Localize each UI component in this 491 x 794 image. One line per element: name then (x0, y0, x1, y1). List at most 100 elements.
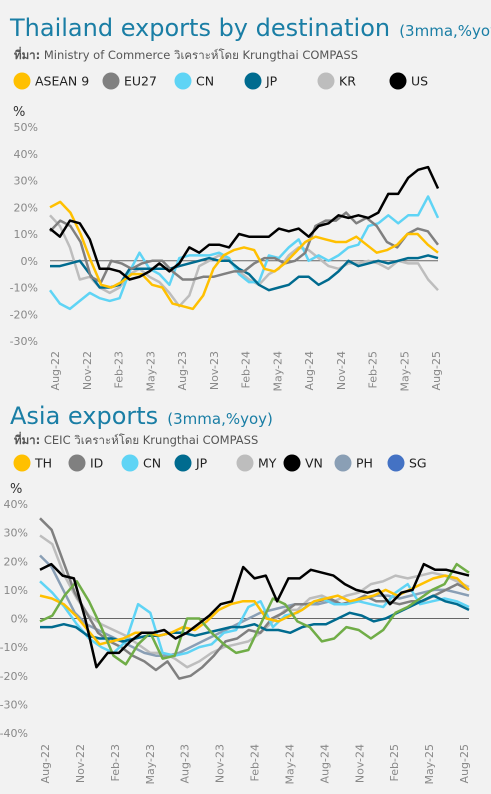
chart2-y-tick-label: -20% (0, 670, 28, 683)
chart2-x-tick-label: Aug-23 (179, 744, 192, 783)
chart2-x-tick-label: Aug-24 (318, 744, 331, 783)
chart1-y-tick-label: -30% (10, 335, 38, 348)
chart1-y-tick-label: 30% (14, 175, 38, 188)
chart1-x-tick-label: Aug-22 (49, 351, 62, 390)
chart1-x-tick-label: May-24 (271, 351, 284, 392)
chart2-source-text: CEIC วิเคราะห์โดย Krungthai COMPASS (43, 433, 259, 447)
chart1-legend-item-kr: KR (317, 72, 356, 90)
chart1-legend-item-cn: CN (174, 72, 214, 90)
chart1-legend-marker (389, 72, 407, 90)
chart1-x-tick-label: Nov-23 (208, 351, 221, 390)
chart1-line-asean-9 (49, 200, 439, 311)
chart2-line-unlabeled (39, 562, 470, 666)
chart1-x-tick-label: Feb-23 (113, 351, 126, 388)
chart1-x-tick-label: Aug-25 (430, 351, 443, 390)
chart1-legend-label: CN (196, 74, 214, 89)
chart2-subtitle: (3mma,%yoy) (167, 410, 273, 428)
chart1-source-label: ที่มา: (14, 48, 41, 62)
chart2-y-tick-label: -40% (0, 727, 28, 740)
chart1-legend-label: KR (339, 74, 356, 89)
chart2-source: ที่มา: CEIC วิเคราะห์โดย Krungthai COMPA… (14, 432, 258, 450)
chart1-y-tick-label: 20% (14, 201, 38, 214)
chart2-legend-marker (121, 454, 139, 472)
chart2-legend-marker (13, 454, 31, 472)
chart1-legend-item-eu27: EU27 (102, 72, 157, 90)
chart2-x-tick-label: Nov-22 (74, 744, 87, 783)
chart2-x-tick-label: May-23 (144, 744, 157, 785)
chart1-y-tick-label: -10% (10, 282, 38, 295)
chart2-legend-item-sg: SG (387, 454, 427, 472)
chart2-title: Asia exports (10, 402, 159, 430)
chart2-y-tick-label: -10% (0, 641, 28, 654)
chart1-legend-marker (102, 72, 120, 90)
chart2-line-vn (39, 562, 470, 669)
chart2-legend-item-ph: PH (334, 454, 373, 472)
chart1-x-tick-label: May-23 (144, 351, 157, 392)
chart1-title-block: Thailand exports by destination (3mma,%y… (10, 14, 491, 42)
chart2-x-tick-label: Nov-24 (353, 744, 366, 783)
chart2-legend-marker (236, 454, 254, 472)
chart2-source-label: ที่มา: (14, 433, 41, 447)
chart1-legend-item-jp: JP (244, 72, 278, 90)
chart2-x-tick-label: Aug-25 (458, 744, 471, 783)
chart1-y-tick-label: 50% (14, 121, 38, 134)
chart2-x-tick-label: Feb-24 (249, 744, 262, 781)
chart2-legend-marker (387, 454, 405, 472)
chart2-legend-marker (283, 454, 301, 472)
chart2-y-tick-label: 20% (4, 555, 28, 568)
chart2-lines (39, 517, 470, 680)
chart2-legend-label: VN (305, 456, 323, 471)
chart2-legend-label: MY (258, 456, 277, 471)
chart1-ylabel: % (13, 105, 25, 120)
chart1-y-tick-label: 10% (14, 228, 38, 241)
chart1-legend-marker (13, 72, 31, 90)
chart2-legend-label: ID (90, 456, 103, 471)
chart1-x-tick-label: Aug-24 (303, 351, 316, 390)
chart2-legend-item-cn: CN (121, 454, 161, 472)
chart2-x-tick-label: Feb-23 (109, 744, 122, 781)
chart1-legend-label: JP (265, 74, 278, 89)
chart2-y-axis: -40% -30% -20% -10% 0% 10% 20% 30% 40% (0, 498, 28, 740)
chart1-line-eu27 (49, 211, 439, 284)
chart1-legend-label: ASEAN 9 (35, 74, 89, 89)
chart2-legend-item-vn: VN (283, 454, 323, 472)
chart1-legend: ASEAN 9 EU27 CN JP KR US (13, 72, 428, 90)
chart2-x-tick-label: May-24 (283, 744, 296, 785)
chart2-legend-label: SG (409, 456, 427, 471)
chart2-y-tick-label: 30% (4, 527, 28, 540)
chart1-source: ที่มา: Ministry of Commerce วิเคราะห์โดย… (14, 47, 358, 65)
chart2-y-tick-label: 0% (11, 613, 28, 626)
chart1-x-tick-label: Nov-24 (335, 351, 348, 390)
chart2-legend: TH ID CN JP MY VN PH SG (13, 454, 427, 472)
chart2-y-tick-label: -30% (0, 698, 28, 711)
chart2-legend-item-th: TH (13, 454, 52, 472)
chart1-x-tick-label: May-25 (398, 351, 411, 392)
chart1-y-tick-label: -20% (10, 308, 38, 321)
chart1-x-tick-label: Feb-25 (367, 351, 380, 388)
chart2-x-tick-label: Nov-23 (214, 744, 227, 783)
chart2-x-tick-label: Aug-22 (39, 744, 52, 783)
chart1-legend-marker (174, 72, 192, 90)
chart1-legend-label: EU27 (124, 74, 157, 89)
chart2-line-ph (39, 554, 470, 657)
chart2-legend-item-my: MY (236, 454, 277, 472)
chart1-x-axis: Aug-22 Nov-22 Feb-23 May-23 Aug-23 Nov-23 Feb-… (49, 351, 443, 392)
chart1-line-us (49, 165, 440, 281)
chart1-svg: ASEAN 9 EU27 CN JP KR US% -30% -20% -10% 0% 10% 20%… (10, 72, 443, 392)
chart1-subtitle: (3mma,%yoy) (399, 22, 491, 40)
chart2-legend-marker (334, 454, 352, 472)
chart1-title: Thailand exports by destination (10, 14, 391, 42)
chart1-source-text: Ministry of Commerce วิเคราะห์โดย Krungt… (43, 48, 359, 62)
chart1-legend-item-asean-9: ASEAN 9 (13, 72, 89, 90)
chart1-legend-item-us: US (389, 72, 428, 90)
chart2-legend-label: TH (34, 456, 52, 471)
chart2-ylabel: % (10, 482, 22, 497)
chart1-x-tick-label: Aug-23 (176, 351, 189, 390)
chart2-legend-marker (174, 454, 192, 472)
chart1-y-axis: -30% -20% -10% 0% 10% 20% 30% 40% 50% (10, 121, 38, 348)
chart2-x-tick-label: May-25 (423, 744, 436, 785)
chart1-x-tick-label: Nov-22 (81, 351, 94, 390)
chart2-y-tick-label: 40% (4, 498, 28, 511)
